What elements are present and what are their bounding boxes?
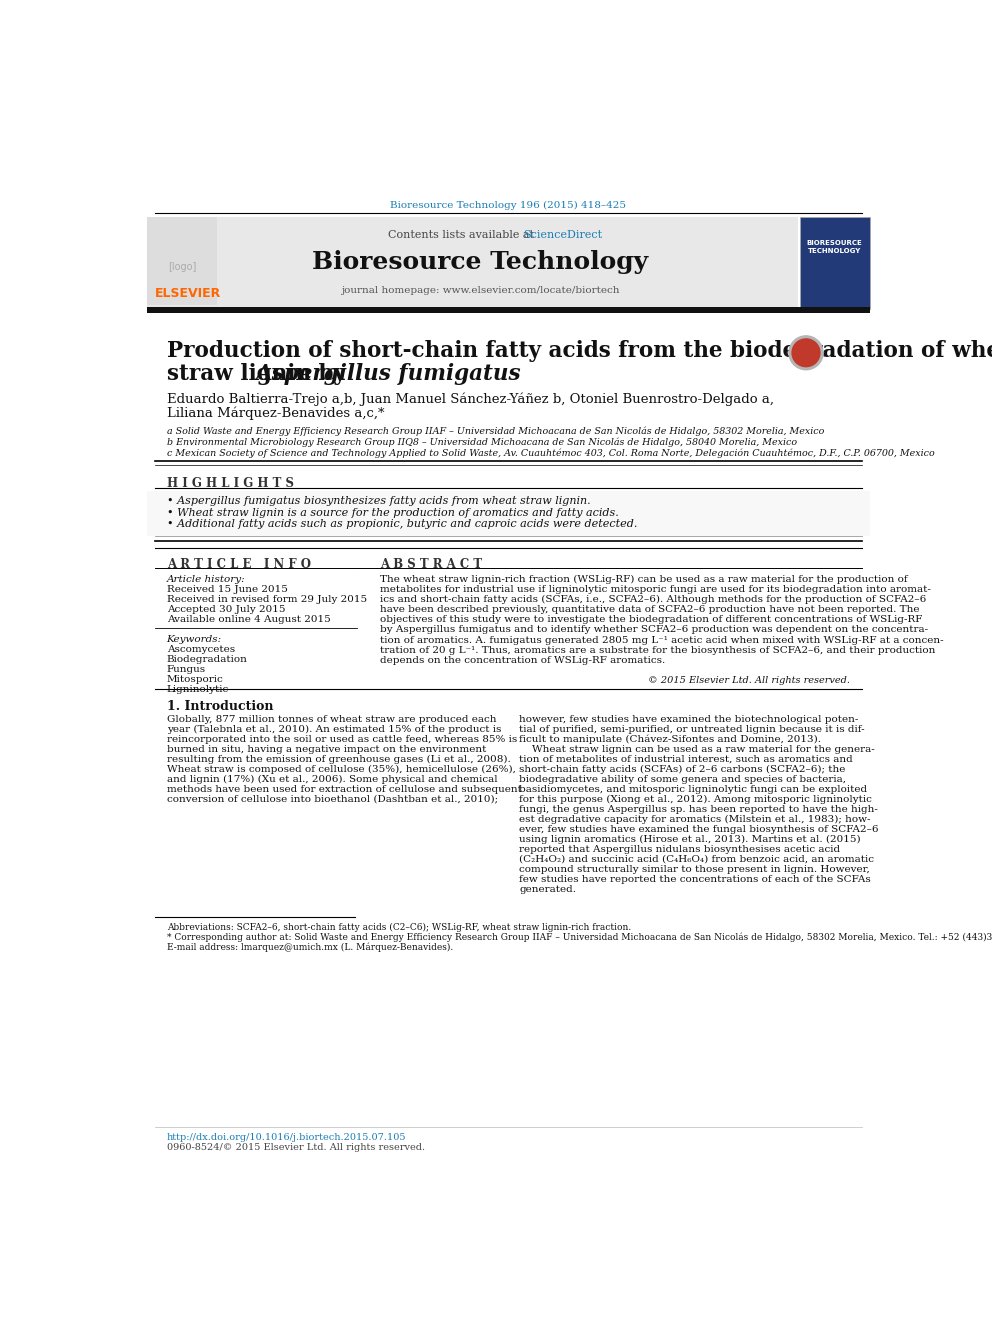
Text: Fungus: Fungus [167,664,205,673]
Text: for this purpose (Xiong et al., 2012). Among mitosporic ligninolytic: for this purpose (Xiong et al., 2012). A… [519,795,872,804]
Text: metabolites for industrial use if ligninolytic mitosporic fungi are used for its: metabolites for industrial use if lignin… [380,585,930,594]
Bar [147,307,870,312]
Text: • Additional fatty acids such as propionic, butyric and caproic acids were detec: • Additional fatty acids such as propion… [167,519,637,529]
Text: Bioresource Technology 196 (2015) 418–425: Bioresource Technology 196 (2015) 418–42… [391,201,626,210]
Text: depends on the concentration of WSLig-RF aromatics.: depends on the concentration of WSLig-RF… [380,656,665,665]
Text: ics and short-chain fatty acids (SCFAs, i.e., SCFA2–6). Although methods for the: ics and short-chain fatty acids (SCFAs, … [380,595,926,605]
Text: Wheat straw is composed of cellulose (35%), hemicellulose (26%),: Wheat straw is composed of cellulose (35… [167,765,516,774]
Text: tration of 20 g L⁻¹. Thus, aromatics are a substrate for the biosynthesis of SCF: tration of 20 g L⁻¹. Thus, aromatics are… [380,646,935,655]
Text: • Aspergillus fumigatus biosynthesizes fatty acids from wheat straw lignin.: • Aspergillus fumigatus biosynthesizes f… [167,496,590,505]
Text: Ascomycetes: Ascomycetes [167,644,235,654]
Text: burned in situ, having a negative impact on the environment: burned in situ, having a negative impact… [167,745,486,754]
Text: Mitosporic: Mitosporic [167,675,223,684]
Text: est degradative capacity for aromatics (Milstein et al., 1983); how-: est degradative capacity for aromatics (… [519,815,871,824]
Text: Biodegradation: Biodegradation [167,655,247,664]
Circle shape [792,339,820,366]
Text: Received 15 June 2015: Received 15 June 2015 [167,585,288,594]
Text: A B S T R A C T: A B S T R A C T [380,557,482,570]
Text: Abbreviations: SCFA2–6, short-chain fatty acids (C2–C6); WSLig-RF, wheat straw l: Abbreviations: SCFA2–6, short-chain fatt… [167,922,631,931]
Text: b Environmental Microbiology Research Group IIQ8 – Universidad Michoacana de San: b Environmental Microbiology Research Gr… [167,438,797,447]
Text: CrossMark: CrossMark [786,349,826,359]
Text: conversion of cellulose into bioethanol (Dashtban et al., 2010);: conversion of cellulose into bioethanol … [167,795,498,804]
Circle shape [789,336,823,369]
Text: generated.: generated. [519,885,576,894]
Text: Keywords:: Keywords: [167,635,222,643]
Text: Wheat straw lignin can be used as a raw material for the genera-: Wheat straw lignin can be used as a raw … [519,745,875,754]
Text: 1. Introduction: 1. Introduction [167,700,273,713]
Text: fungi, the genus Aspergillus sp. has been reported to have the high-: fungi, the genus Aspergillus sp. has bee… [519,804,878,814]
Text: a Solid Waste and Energy Efficiency Research Group IIAF – Universidad Michoacana: a Solid Waste and Energy Efficiency Rese… [167,427,824,437]
Text: year (Talebnla et al., 2010). An estimated 15% of the product is: year (Talebnla et al., 2010). An estimat… [167,725,501,734]
Text: compound structurally similar to those present in lignin. However,: compound structurally similar to those p… [519,865,870,875]
Text: methods have been used for extraction of cellulose and subsequent: methods have been used for extraction of… [167,785,522,794]
Text: by Aspergillus fumigatus and to identify whether SCFA2–6 production was dependen: by Aspergillus fumigatus and to identify… [380,626,928,635]
Text: ScienceDirect: ScienceDirect [523,230,602,239]
Text: H I G H L I G H T S: H I G H L I G H T S [167,476,294,490]
Text: * Corresponding author at: Solid Waste and Energy Efficiency Research Group IIAF: * Corresponding author at: Solid Waste a… [167,933,992,942]
Text: © 2015 Elsevier Ltd. All rights reserved.: © 2015 Elsevier Ltd. All rights reserved… [648,676,850,685]
Text: journal homepage: www.elsevier.com/locate/biortech: journal homepage: www.elsevier.com/locat… [341,286,620,295]
Text: Aspergillus fumigatus: Aspergillus fumigatus [256,363,522,385]
Text: Article history:: Article history: [167,574,245,583]
Text: have been described previously, quantitative data of SCFA2–6 production have not: have been described previously, quantita… [380,605,920,614]
Text: Contents lists available at: Contents lists available at [388,230,537,239]
Text: BIORESOURCE
TECHNOLOGY: BIORESOURCE TECHNOLOGY [806,239,863,254]
Text: ever, few studies have examined the fungal biosynthesis of SCFA2–6: ever, few studies have examined the fung… [519,824,879,833]
Text: tion of metabolites of industrial interest, such as aromatics and: tion of metabolites of industrial intere… [519,754,853,763]
Text: Bioresource Technology: Bioresource Technology [312,250,649,274]
Text: A R T I C L E   I N F O: A R T I C L E I N F O [167,557,310,570]
Text: Eduardo Baltierra-Trejo a,b, Juan Manuel Sánchez-Yáñez b, Otoniel Buenrostro-Del: Eduardo Baltierra-Trejo a,b, Juan Manuel… [167,392,774,406]
Text: biodegradative ability of some genera and species of bacteria,: biodegradative ability of some genera an… [519,775,846,783]
Text: reported that Aspergillus nidulans biosynthesises acetic acid: reported that Aspergillus nidulans biosy… [519,845,840,853]
Bar [147,491,870,536]
Text: c Mexican Society of Science and Technology Applied to Solid Waste, Av. Cuauhtém: c Mexican Society of Science and Technol… [167,448,934,458]
Text: tial of purified, semi-purified, or untreated lignin because it is dif-: tial of purified, semi-purified, or untr… [519,725,865,734]
Bar [147,217,799,308]
Text: [logo]: [logo] [168,262,196,271]
Text: ELSEVIER: ELSEVIER [155,287,220,300]
Text: • Wheat straw lignin is a source for the production of aromatics and fatty acids: • Wheat straw lignin is a source for the… [167,508,618,517]
Text: ficult to manipulate (Chávez-Sifontes and Domine, 2013).: ficult to manipulate (Chávez-Sifontes an… [519,734,821,745]
Text: Globally, 877 million tonnes of wheat straw are produced each: Globally, 877 million tonnes of wheat st… [167,714,496,724]
Text: short-chain fatty acids (SCFAs) of 2–6 carbons (SCFA2–6); the: short-chain fatty acids (SCFAs) of 2–6 c… [519,765,845,774]
Text: using lignin aromatics (Hirose et al., 2013). Martins et al. (2015): using lignin aromatics (Hirose et al., 2… [519,835,861,844]
Text: few studies have reported the concentrations of each of the SCFAs: few studies have reported the concentrat… [519,875,871,884]
Text: (C₂H₄O₂) and succinic acid (C₄H₆O₄) from benzoic acid, an aromatic: (C₂H₄O₂) and succinic acid (C₄H₆O₄) from… [519,855,874,864]
Text: Received in revised form 29 July 2015: Received in revised form 29 July 2015 [167,594,367,603]
Text: The wheat straw lignin-rich fraction (WSLig-RF) can be used as a raw material fo: The wheat straw lignin-rich fraction (WS… [380,574,908,583]
Text: tion of aromatics. A. fumigatus generated 2805 mg L⁻¹ acetic acid when mixed wit: tion of aromatics. A. fumigatus generate… [380,635,943,644]
Text: Ligninolytic: Ligninolytic [167,685,229,693]
Text: reincorporated into the soil or used as cattle feed, whereas 85% is: reincorporated into the soil or used as … [167,734,517,744]
Text: and lignin (17%) (Xu et al., 2006). Some physical and chemical: and lignin (17%) (Xu et al., 2006). Some… [167,775,497,785]
Text: 0960-8524/© 2015 Elsevier Ltd. All rights reserved.: 0960-8524/© 2015 Elsevier Ltd. All right… [167,1143,425,1152]
Text: Accepted 30 July 2015: Accepted 30 July 2015 [167,605,285,614]
Text: http://dx.doi.org/10.1016/j.biortech.2015.07.105: http://dx.doi.org/10.1016/j.biortech.201… [167,1132,406,1142]
Text: Available online 4 August 2015: Available online 4 August 2015 [167,615,330,623]
Bar [800,217,870,308]
Text: straw lignin by: straw lignin by [167,363,353,385]
Text: objectives of this study were to investigate the biodegradation of different con: objectives of this study were to investi… [380,615,923,624]
Text: resulting from the emission of greenhouse gases (Li et al., 2008).: resulting from the emission of greenhous… [167,754,510,763]
Bar [147,217,217,306]
Text: basidiomycetes, and mitosporic ligninolytic fungi can be exploited: basidiomycetes, and mitosporic ligninoly… [519,785,867,794]
Text: E-mail address: lmarquez@umich.mx (L. Márquez-Benavides).: E-mail address: lmarquez@umich.mx (L. Má… [167,942,453,953]
Text: however, few studies have examined the biotechnological poten-: however, few studies have examined the b… [519,714,859,724]
Text: Liliana Márquez-Benavides a,c,*: Liliana Márquez-Benavides a,c,* [167,406,384,421]
Text: Production of short-chain fatty acids from the biodegradation of wheat: Production of short-chain fatty acids fr… [167,340,992,361]
